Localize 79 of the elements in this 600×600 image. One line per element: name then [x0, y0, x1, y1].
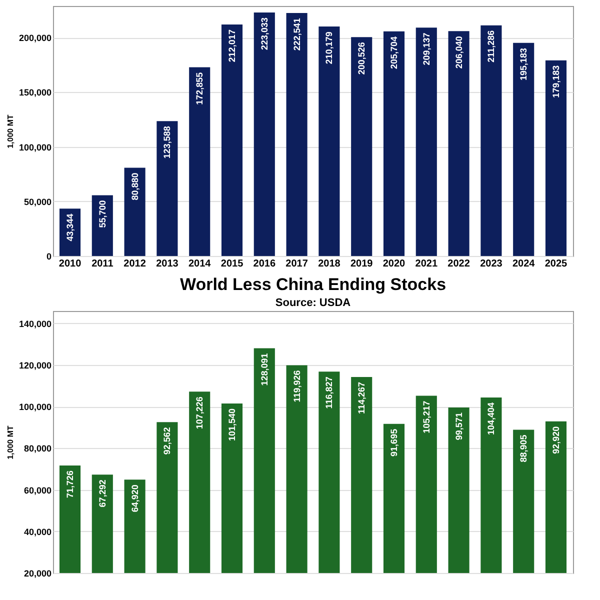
x-tick-label: 2024 [512, 258, 536, 270]
data-label: 211,286 [486, 30, 496, 62]
data-label: 200,526 [356, 42, 367, 75]
data-label: 123,588 [162, 126, 172, 159]
data-label: 195,183 [518, 48, 529, 80]
data-label: 71,726 [65, 470, 76, 498]
data-label: 43,344 [65, 214, 76, 242]
bar [351, 37, 372, 256]
bar [513, 42, 534, 256]
data-label: 104,404 [486, 402, 496, 436]
y-tick-label: 0 [46, 252, 52, 262]
bar [416, 28, 437, 256]
bar [383, 31, 405, 256]
chart-subtitle: Source: USDA [275, 297, 351, 309]
x-tick-label: 2018 [318, 258, 341, 270]
bar [448, 31, 470, 256]
bar [189, 67, 210, 256]
bar [480, 25, 502, 256]
y-tick-label: 20,000 [24, 568, 52, 578]
data-label: 80,880 [130, 172, 140, 200]
x-tick-label: 2016 [253, 258, 276, 270]
data-label: 114,267 [356, 382, 367, 414]
y-tick-label: 100,000 [18, 142, 52, 152]
data-label: 128,091 [259, 353, 270, 386]
bar [318, 26, 340, 256]
y-tick-label: 120,000 [18, 360, 52, 371]
x-tick-label: 2023 [480, 258, 503, 270]
data-label: 222,541 [292, 18, 302, 51]
bar [124, 168, 146, 256]
data-label: 99,571 [454, 412, 464, 440]
data-label: 88,905 [518, 434, 529, 462]
x-tick-label: 2013 [156, 258, 179, 270]
x-tick-label: 2019 [350, 258, 374, 270]
y-tick-label: 40,000 [24, 526, 52, 537]
data-label: 205,704 [388, 36, 399, 69]
x-tick-label: 2017 [286, 258, 308, 270]
y-tick-label: 150,000 [18, 88, 52, 98]
x-tick-label: 2014 [188, 258, 212, 270]
x-tick-label: 2022 [448, 258, 470, 270]
data-label: 64,920 [130, 484, 140, 512]
bar [156, 121, 178, 256]
data-label: 105,217 [421, 400, 432, 434]
chart-title: World Less China Ending Stocks [180, 275, 446, 294]
data-label: 209,137 [421, 32, 432, 66]
bar [254, 12, 275, 256]
x-tick-label: 2012 [124, 258, 146, 270]
data-label: 55,700 [97, 200, 108, 228]
data-label: 172,855 [194, 72, 205, 105]
bar [92, 195, 113, 256]
x-tick-label: 2021 [415, 258, 438, 270]
data-label: 92,920 [550, 426, 561, 454]
x-tick-label: 2011 [92, 258, 114, 270]
y-tick-label: 50,000 [24, 196, 52, 207]
y-tick-label: 60,000 [24, 485, 52, 496]
data-label: 116,827 [324, 376, 334, 409]
data-label: 107,226 [194, 396, 205, 430]
data-label: 67,292 [97, 480, 108, 508]
bar [286, 13, 308, 256]
x-tick-label: 2010 [58, 258, 82, 270]
y-axis-title: 1,000 MT [6, 114, 15, 148]
data-label: 179,183 [550, 65, 561, 98]
y-tick-label: 100,000 [18, 402, 52, 412]
y-tick-label: 140,000 [18, 318, 52, 329]
x-tick-label: 2020 [382, 258, 406, 270]
x-tick-label: 2015 [220, 258, 244, 270]
data-label: 206,040 [454, 36, 464, 69]
y-tick-label: 80,000 [24, 444, 52, 454]
bar [545, 60, 567, 256]
data-label: 91,695 [388, 428, 399, 456]
data-label: 212,017 [227, 30, 238, 62]
data-label: 101,540 [227, 408, 238, 441]
data-label: 119,926 [292, 370, 302, 402]
data-label: 210,179 [324, 32, 334, 64]
bar [221, 24, 243, 256]
data-label: 92,562 [162, 427, 172, 455]
data-label: 223,033 [259, 18, 270, 50]
y-axis-title: 1,000 MT [6, 425, 15, 460]
x-tick-label: 2025 [544, 258, 568, 270]
y-tick-label: 200,000 [18, 33, 52, 44]
